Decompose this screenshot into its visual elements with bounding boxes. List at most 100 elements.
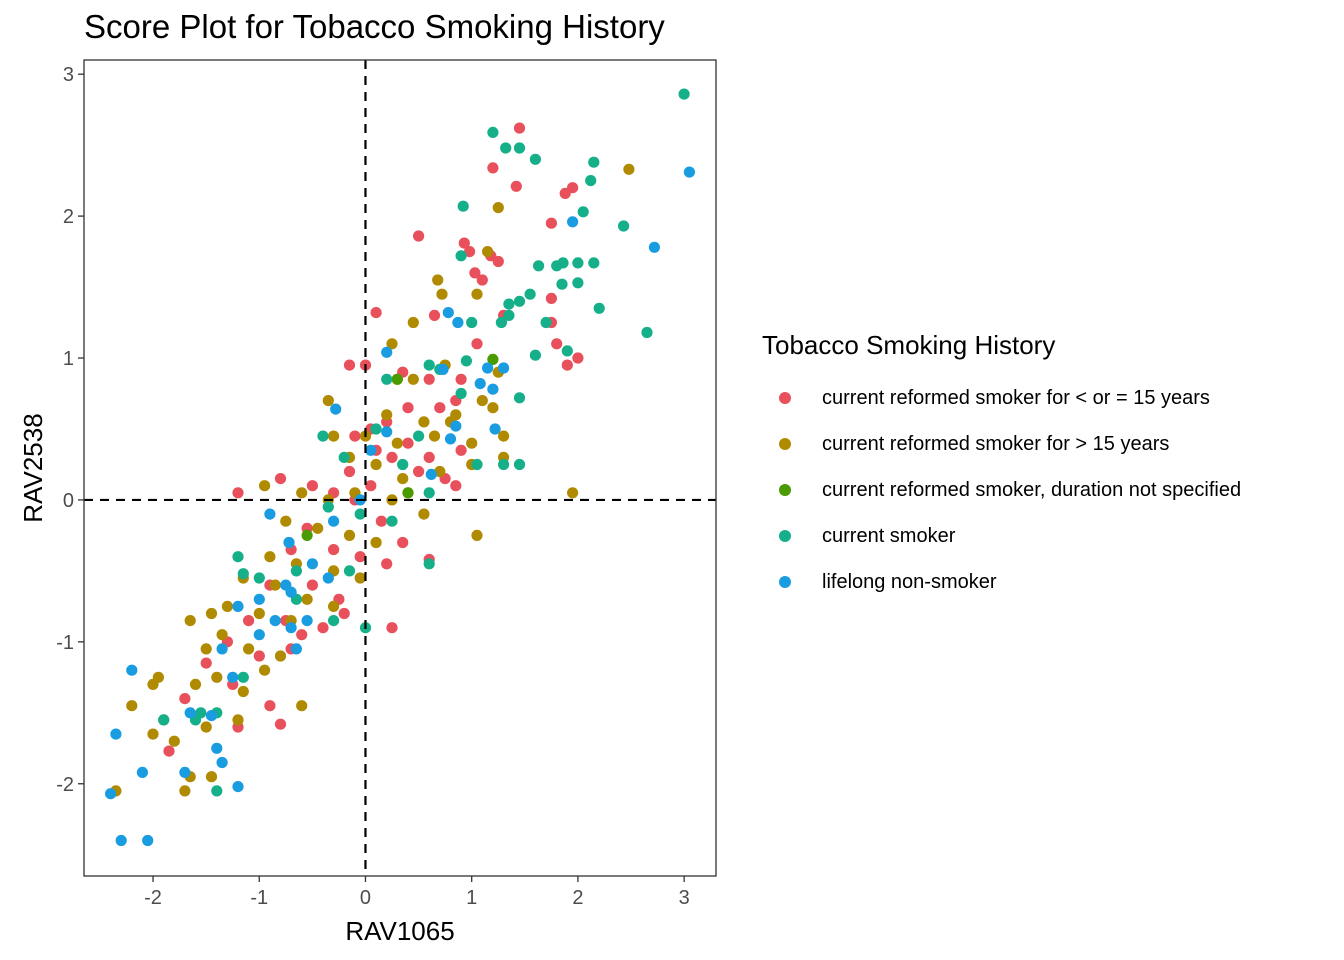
data-point [423,487,435,499]
data-point [142,834,154,847]
data-point [285,586,297,598]
data-point [232,781,244,793]
data-point [216,643,228,655]
data-point [513,295,526,307]
data-point [567,182,579,194]
data-point [381,558,393,570]
data-point [585,175,597,187]
data-point [402,402,414,414]
data-point [184,707,196,719]
data-point [375,515,387,527]
data-point [312,522,324,534]
data-point [253,572,265,584]
data-point [179,785,191,797]
data-point [253,593,265,605]
data-point [216,756,228,769]
data-point [328,515,340,527]
x-tick-label: -1 [250,887,268,909]
data-point [386,451,398,463]
legend-key-dot [779,438,791,450]
data-point [338,607,350,620]
data-point [259,664,271,676]
data-point [195,707,207,719]
data-point [452,316,464,329]
legend-item: current reformed smoker for > 15 years [762,421,1241,467]
data-point [370,536,382,549]
data-point [460,355,472,367]
data-point [476,274,488,286]
data-point [200,721,212,733]
data-point [503,298,515,310]
data-point [588,257,600,269]
data-point [381,373,393,385]
data-point [386,338,398,350]
data-point [455,373,467,385]
data-point [572,257,584,269]
legend-items: current reformed smoker for < or = 15 ye… [762,375,1241,605]
data-point [381,426,393,438]
data-point [306,480,318,492]
data-point [391,373,403,385]
data-point [216,629,228,641]
x-tick-label: 2 [572,887,583,909]
legend-key-dot [779,484,791,496]
data-point [540,316,552,329]
data-point [168,735,180,747]
data-point [126,664,138,676]
data-point [259,480,271,492]
legend-label: lifelong non-smoker [822,570,997,593]
data-point [381,409,393,421]
data-point [513,122,526,134]
data-point [482,362,494,374]
x-tick-label: 1 [466,887,477,909]
legend-key-dot [779,576,791,588]
data-point [232,714,244,726]
data-point [274,718,287,730]
legend-label: current smoker [822,524,956,547]
data-point [556,278,568,290]
data-point [365,444,377,456]
data-point [567,487,579,499]
data-point [503,309,515,321]
data-point [322,395,334,407]
data-point [274,650,287,662]
data-point [471,458,483,471]
data-point [211,785,223,797]
data-point [513,142,526,154]
data-point [200,657,212,669]
data-point [458,237,470,249]
data-point [450,420,462,432]
data-point [306,579,318,591]
data-point [349,430,361,442]
data-point [492,255,504,268]
data-point [457,200,469,212]
data-point [567,216,579,228]
legend-label: current reformed smoker for < or = 15 ye… [822,386,1210,409]
data-point [354,508,366,520]
data-point [200,643,212,655]
data-point [648,241,661,253]
y-tick-label: -1 [56,632,74,654]
data-point [221,600,233,613]
data-point [413,430,425,442]
data-point [296,487,308,499]
y-tick-label: -2 [56,774,74,796]
data-point [487,402,499,414]
data-point [423,558,435,570]
legend-item: lifelong non-smoker [762,559,1241,605]
x-tick-label: -2 [144,887,162,909]
data-point [469,267,481,279]
data-point [328,600,340,613]
data-point [301,529,313,542]
data-point [391,437,403,449]
data-point [498,458,510,471]
data-point [618,220,630,232]
x-tick-label: 0 [360,887,371,909]
data-point [397,458,409,471]
data-point [115,834,127,847]
data-point [529,349,542,361]
data-point [370,458,382,471]
data-point [381,346,393,358]
data-point [533,260,545,272]
data-point [232,551,244,563]
